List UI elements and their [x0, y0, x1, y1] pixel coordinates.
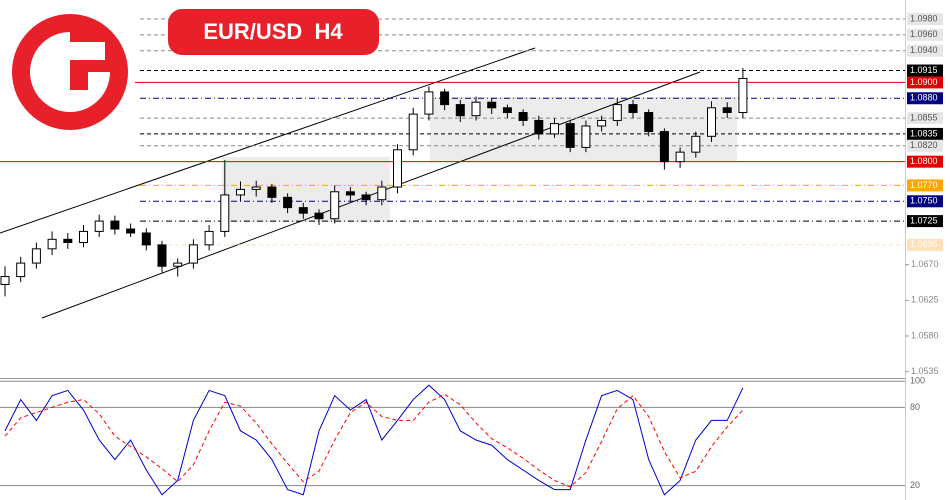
candle-body	[644, 112, 654, 133]
level-label-bg	[907, 112, 943, 125]
candle-body	[31, 248, 41, 264]
y-tick-label: 100	[910, 376, 925, 386]
oscillator-line	[4, 384, 744, 496]
candle-body	[204, 230, 214, 246]
candle-body	[267, 186, 277, 198]
channel-lower	[41, 71, 701, 319]
candle-body	[393, 149, 402, 188]
level-label: 1.0725	[910, 215, 938, 225]
candle-body	[79, 230, 88, 243]
candle-body	[314, 212, 324, 220]
level-label: 1.0770	[910, 180, 938, 190]
level-label: 1.0695	[910, 239, 938, 249]
candle-body	[707, 107, 716, 137]
candle-body	[659, 131, 669, 163]
candle-body	[110, 220, 120, 230]
candle-body	[0, 276, 10, 285]
level-label-bg	[907, 92, 943, 105]
level-label: 1.0820	[910, 140, 938, 150]
level-label: 1.0800	[910, 156, 938, 166]
chart-title: EUR/USD H4	[203, 19, 343, 44]
candle-body	[534, 119, 544, 135]
candle-body	[408, 113, 418, 151]
candle-body	[675, 151, 685, 163]
candle-body	[738, 77, 748, 114]
candle-body	[47, 238, 57, 250]
level-label-bg	[907, 155, 943, 168]
level-label-bg	[907, 139, 943, 152]
candle-body	[330, 191, 340, 220]
y-tick-label: 20	[910, 480, 920, 490]
candle-body	[455, 104, 465, 117]
level-label-bg	[907, 44, 943, 57]
y-tick-label: 1.0625	[911, 295, 939, 305]
title-badge	[168, 9, 379, 55]
level-label-bg	[907, 64, 943, 77]
candle-body	[487, 101, 497, 109]
level-label-bg	[907, 238, 943, 251]
candle-body	[440, 91, 450, 106]
candle-body	[377, 186, 387, 201]
candle-body	[581, 125, 591, 148]
level-label: 1.0880	[910, 93, 938, 103]
candle-body	[63, 238, 73, 243]
candle-body	[298, 207, 308, 214]
y-tick-label: 1.0580	[911, 330, 939, 340]
logo	[0, 0, 135, 140]
level-label: 1.0960	[910, 29, 938, 39]
level-label-bg	[907, 179, 943, 192]
candle-body	[188, 244, 198, 264]
level-label: 1.0750	[910, 196, 938, 206]
candle-body	[126, 228, 136, 234]
candle-body	[722, 107, 732, 114]
level-label-bg	[907, 127, 943, 140]
candle-body	[424, 91, 434, 115]
channel-upper	[0, 47, 536, 234]
candle-body	[518, 112, 528, 121]
level-label-bg	[907, 28, 943, 41]
candle-body	[251, 186, 261, 190]
level-label: 1.0980	[910, 13, 938, 23]
candle-body	[220, 194, 230, 232]
candle-body	[283, 196, 293, 209]
y-tick-label: 80	[910, 402, 920, 412]
candle-body	[502, 107, 512, 114]
candle-body	[173, 262, 183, 267]
candle-body	[691, 135, 701, 153]
candle-body	[550, 123, 559, 135]
level-label: 1.0940	[910, 45, 938, 55]
candle-body	[565, 123, 575, 148]
y-tick-label: 1.0670	[911, 259, 939, 269]
candle-body	[94, 220, 104, 232]
candle-body	[597, 119, 607, 127]
y-tick-label: 1.0535	[911, 366, 939, 376]
candle-body	[471, 101, 481, 117]
level-label-bg	[907, 76, 943, 89]
level-label-bg	[907, 13, 943, 26]
candle-body	[345, 191, 355, 196]
candle-body	[361, 194, 371, 201]
candle-body	[141, 232, 151, 246]
candle-body	[16, 262, 26, 278]
candle-body	[628, 104, 638, 114]
candle-body	[236, 188, 245, 196]
level-label: 1.0855	[910, 112, 938, 122]
level-label: 1.0835	[910, 128, 938, 138]
level-label-bg	[907, 215, 943, 228]
level-label: 1.0900	[910, 77, 938, 87]
oscillator-line	[4, 393, 744, 488]
level-label: 1.0915	[910, 65, 938, 75]
candle-body	[612, 104, 622, 121]
candle-body	[157, 244, 167, 267]
level-label-bg	[907, 195, 943, 208]
